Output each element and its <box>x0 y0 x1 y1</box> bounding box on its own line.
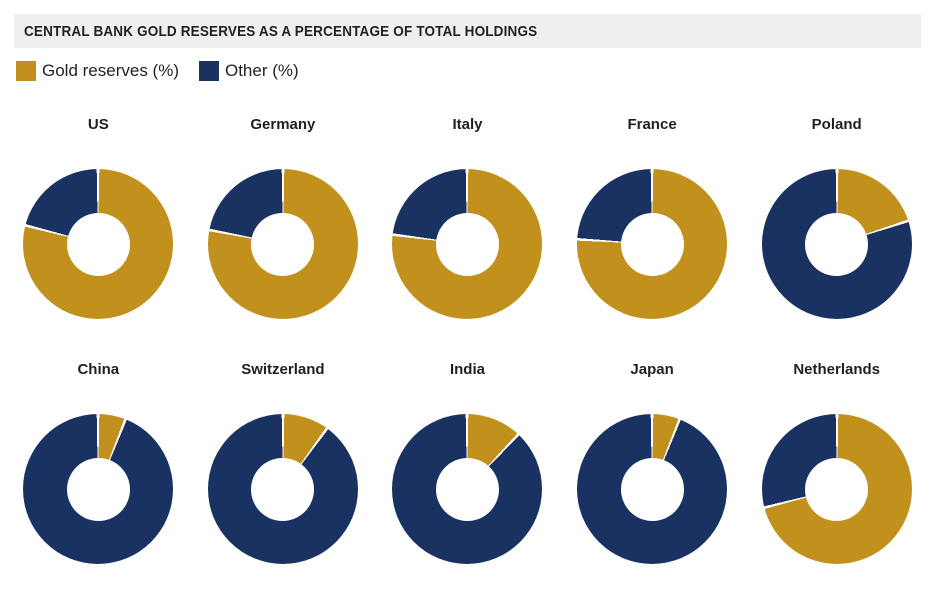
donut-cell-germany: Germany <box>191 115 376 319</box>
legend-item-gold-reserves: Gold reserves (%) <box>16 61 179 81</box>
chart-legend: Gold reserves (%) Other (%) <box>16 61 299 81</box>
donut-cell-switzerland: Switzerland <box>191 360 376 564</box>
donut-cell-us: US <box>6 115 191 319</box>
donut-cell-france: France <box>560 115 745 319</box>
donut-chart-switzerland <box>207 414 358 564</box>
donut-hole <box>251 212 315 276</box>
donut-hole <box>805 457 869 521</box>
country-label-italy: Italy <box>452 116 483 133</box>
donut-chart-poland <box>761 169 912 319</box>
donut-chart-china <box>23 414 174 564</box>
donut-chart-germany <box>207 169 358 319</box>
country-label-japan: Japan <box>630 361 674 378</box>
other-swatch-icon <box>198 61 219 81</box>
donut-cell-italy: Italy <box>375 115 560 319</box>
legend-label-gold-reserves: Gold reserves (%) <box>42 61 179 80</box>
donut-chart-italy <box>392 169 543 319</box>
donut-hole <box>251 457 315 521</box>
country-label-switzerland: Switzerland <box>241 361 325 378</box>
country-label-india: India <box>449 361 485 378</box>
donut-chart-india <box>392 414 543 564</box>
donut-cell-china: China <box>6 360 191 564</box>
donut-grid: US Germany Italy France Poland China <box>6 115 929 564</box>
donut-cell-netherlands: Netherlands <box>744 360 929 564</box>
donut-hole <box>805 212 869 276</box>
donut-cell-poland: Poland <box>744 115 929 319</box>
donut-chart-netherlands <box>761 414 912 564</box>
donut-hole <box>435 212 499 276</box>
country-label-china: China <box>77 361 120 378</box>
gold-swatch-icon <box>16 61 36 81</box>
chart-title: CENTRAL BANK GOLD RESERVES AS A PERCENTA… <box>24 22 538 40</box>
donut-hole <box>620 212 684 276</box>
legend-label-other: Other (%) <box>224 61 299 80</box>
donut-chart-france <box>577 169 728 319</box>
country-label-poland: Poland <box>811 116 862 133</box>
donut-hole <box>620 457 684 521</box>
country-label-germany: Germany <box>250 116 316 133</box>
country-label-netherlands: Netherlands <box>793 361 881 378</box>
country-label-us: US <box>87 116 109 133</box>
donut-chart-japan <box>577 414 728 564</box>
country-label-france: France <box>627 116 677 133</box>
donut-cell-india: India <box>375 360 560 564</box>
legend-item-other: Other (%) <box>198 61 299 81</box>
donut-hole <box>66 457 130 521</box>
donut-hole <box>66 212 130 276</box>
donut-chart-us <box>23 169 174 319</box>
donut-hole <box>435 457 499 521</box>
donut-cell-japan: Japan <box>560 360 745 564</box>
chart-title-bar: CENTRAL BANK GOLD RESERVES AS A PERCENTA… <box>14 14 921 48</box>
